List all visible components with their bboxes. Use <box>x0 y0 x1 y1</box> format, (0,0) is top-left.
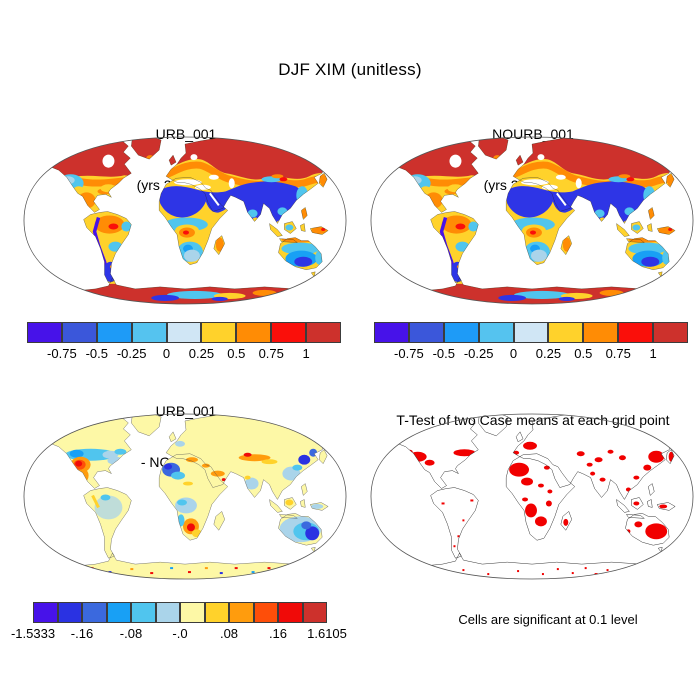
colorbar-diff: -1.5333 -.16 -.08 -.0 .08 .16 1.6105 <box>11 602 347 641</box>
panel-title-nourb-line1: NOURB_001 <box>492 126 574 142</box>
map-nourb-land <box>368 131 696 310</box>
map-ttest-land <box>378 412 685 583</box>
colorbar-cell <box>408 322 444 343</box>
colorbar-tick-label: 1 <box>649 346 657 361</box>
colorbar-cell <box>27 322 62 343</box>
colorbar-cell <box>478 322 514 343</box>
colorbar-cell <box>513 322 549 343</box>
colorbar-tick-label: -0.25 <box>116 346 147 361</box>
panel-title-urb-line1: URB_001 <box>155 126 217 142</box>
colorbar-cell <box>33 602 58 623</box>
colorbar-cell <box>204 602 229 623</box>
map-diff <box>21 413 349 580</box>
colorbar-cell <box>443 322 479 343</box>
colorbar-cell <box>583 322 619 343</box>
colorbar-tick-label: -.0 <box>172 626 188 641</box>
colorbar-cell <box>57 602 82 623</box>
panel-title-ttest: T-Test of two Case means at each grid po… <box>368 378 698 463</box>
map-nourb <box>368 131 696 310</box>
colorbar-tick-label: 0.25 <box>188 346 215 361</box>
colorbar-cell <box>229 602 254 623</box>
colorbar-tick-label: -0.5 <box>85 346 108 361</box>
colorbar-cell <box>106 602 131 623</box>
colorbar-urb: -0.75 -0.5 -0.25 0 0.25 0.5 0.75 1 <box>27 322 341 361</box>
colorbar-tick-label: 0 <box>162 346 171 361</box>
colorbar-tick-label: 0 <box>509 346 518 361</box>
colorbar-tick-label: -0.5 <box>432 346 455 361</box>
map-ttest-frame <box>370 413 694 580</box>
colorbar-tick-label: .08 <box>219 626 239 641</box>
colorbar-tick-label: .16 <box>268 626 288 641</box>
figure-title: DJF XIM (unitless) <box>278 60 422 79</box>
map-diff-land <box>21 413 349 580</box>
colorbar-cell <box>306 322 341 343</box>
map-urb <box>21 131 349 310</box>
colorbar-tick-label: 0.25 <box>535 346 562 361</box>
panel-title-diff-line1: URB_001 <box>155 403 217 419</box>
colorbar-nourb: -0.75 -0.5 -0.25 0 0.25 0.5 0.75 1 <box>374 322 688 361</box>
colorbar-cell <box>61 322 97 343</box>
colorbar-cell <box>82 602 107 623</box>
colorbar-cell <box>201 322 237 343</box>
colorbar-tick-label: 1.6105 <box>307 626 347 641</box>
colorbar-tick-label: -1.5333 <box>10 626 56 641</box>
colorbar-tick-label: 0.75 <box>605 346 631 361</box>
colorbar-cell <box>618 322 654 343</box>
map-urb-land <box>21 131 349 310</box>
colorbar-cell <box>374 322 409 343</box>
colorbar-cell <box>271 322 307 343</box>
colorbar-cell <box>653 322 688 343</box>
colorbar-tick-label: -0.25 <box>463 346 494 361</box>
colorbar-tick-label: -0.75 <box>394 346 424 361</box>
significance-caption: Cells are significant at 0.1 level <box>458 612 638 627</box>
colorbar-cell <box>96 322 132 343</box>
colorbar-cell <box>166 322 202 343</box>
colorbar-cell <box>302 602 327 623</box>
colorbar-tick-label: 0.5 <box>574 346 593 361</box>
colorbar-cell <box>236 322 272 343</box>
colorbar-cell <box>155 602 180 623</box>
colorbar-tick-label: -0.75 <box>47 346 77 361</box>
panel-title-ttest-line1: T-Test of two Case means at each grid po… <box>396 412 670 428</box>
colorbar-cell <box>278 602 303 623</box>
colorbar-cell <box>180 602 205 623</box>
colorbar-cell <box>131 602 156 623</box>
colorbar-tick-label: 0.5 <box>227 346 246 361</box>
colorbar-cell <box>253 602 278 623</box>
map-ttest <box>370 412 694 583</box>
colorbar-tick-label: -.08 <box>119 626 143 641</box>
colorbar-tick-label: 0.75 <box>258 346 284 361</box>
colorbar-cell <box>131 322 167 343</box>
colorbar-cell <box>548 322 584 343</box>
colorbar-tick-label: 1 <box>302 346 310 361</box>
colorbar-tick-label: -.16 <box>70 626 94 641</box>
